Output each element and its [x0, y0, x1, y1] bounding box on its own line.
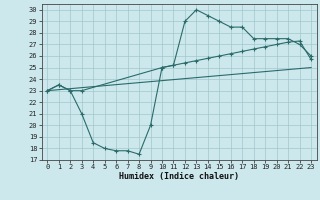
X-axis label: Humidex (Indice chaleur): Humidex (Indice chaleur) — [119, 172, 239, 181]
